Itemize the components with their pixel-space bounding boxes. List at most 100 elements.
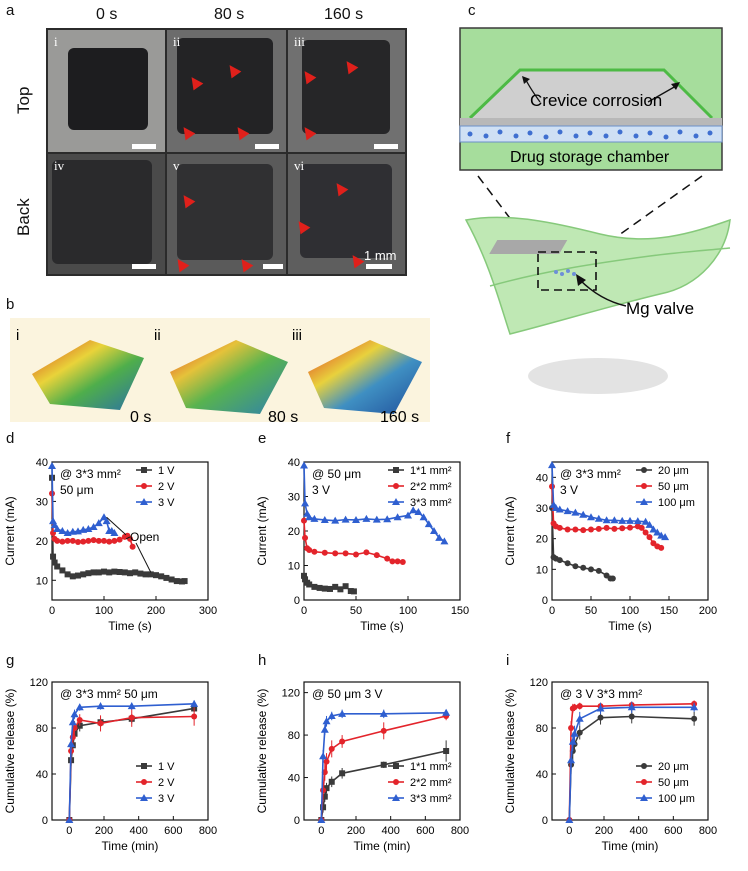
- data-point: [424, 520, 433, 528]
- series-2: [300, 461, 449, 545]
- data-point: [54, 537, 61, 544]
- data-point: [373, 552, 380, 559]
- data-point: [328, 745, 335, 752]
- series-line: [68, 715, 195, 821]
- reservoir-window: [489, 240, 568, 254]
- open-callout: Open: [130, 530, 159, 544]
- profile-surface-ii: [170, 340, 288, 414]
- crevice-region: [470, 70, 712, 118]
- data-point: [102, 517, 111, 525]
- chart-annotation: 50 μm: [60, 483, 94, 497]
- y-tick-label: 40: [536, 769, 548, 781]
- y-tick-label: 0: [42, 815, 48, 827]
- data-point: [323, 785, 330, 792]
- series-0: [318, 740, 450, 823]
- callout-line: [125, 536, 131, 540]
- data-point: [75, 703, 84, 711]
- chart-annotation: @ 3 V 3*3 mm²: [560, 687, 642, 701]
- data-point: [76, 722, 83, 729]
- data-point: [628, 713, 635, 720]
- data-point: [76, 716, 83, 723]
- chart-annotation: @ 3*3 mm²: [60, 467, 121, 481]
- legend-marker: [141, 763, 147, 769]
- legend-marker: [392, 498, 400, 505]
- data-point: [106, 538, 113, 545]
- y-tick-label: 80: [36, 723, 48, 735]
- data-point: [147, 571, 154, 578]
- data-point: [90, 537, 97, 544]
- callout-line: [106, 516, 127, 536]
- data-point: [101, 568, 107, 575]
- data-point: [94, 519, 103, 527]
- data-point: [393, 513, 402, 521]
- data-point: [342, 550, 349, 557]
- legend-label: 3*3 mm²: [410, 793, 452, 805]
- legend-marker: [141, 467, 147, 473]
- series-2: [317, 708, 451, 823]
- data-point: [132, 569, 139, 576]
- data-point: [658, 544, 665, 551]
- chart-i: 0 200 400 600 800 0 40 80 120 Time (min) Cumulativ…: [503, 677, 717, 853]
- legend-label: 100 μm: [658, 497, 695, 509]
- data-point: [602, 516, 611, 524]
- data-point: [96, 702, 105, 710]
- data-point: [70, 710, 79, 718]
- data-point: [627, 524, 633, 531]
- data-point: [579, 510, 588, 518]
- data-point: [610, 516, 619, 524]
- scale-bar: [132, 144, 156, 149]
- data-point: [173, 578, 180, 585]
- data-point: [59, 538, 66, 545]
- data-point: [75, 539, 81, 546]
- legend-label: 2*2 mm²: [410, 481, 452, 493]
- scale-bar: [132, 264, 156, 269]
- data-point: [58, 527, 67, 534]
- data-point: [626, 516, 634, 524]
- data-point: [321, 549, 328, 556]
- panel-label-b: b: [6, 296, 15, 313]
- y-tick-label: 10: [288, 561, 300, 573]
- profile-time-160s: 160 s: [380, 409, 419, 422]
- data-point: [440, 537, 449, 545]
- data-point: [404, 511, 412, 519]
- legend-label: 1*1 mm²: [410, 465, 452, 477]
- x-tick-label: 200: [147, 605, 165, 617]
- data-point: [399, 559, 406, 566]
- x-tick-label: 0: [301, 605, 307, 617]
- data-point: [323, 758, 330, 765]
- series-0: [49, 474, 188, 585]
- legend-marker: [641, 763, 647, 769]
- x-tick-label: 150: [451, 605, 469, 617]
- row-label-back: Back: [14, 198, 33, 236]
- data-point: [69, 573, 76, 580]
- data-point: [588, 566, 594, 573]
- data-point: [332, 550, 339, 557]
- x-tick-label: 50: [350, 605, 362, 617]
- mg-layer: [460, 118, 722, 126]
- data-point: [137, 570, 144, 577]
- y-tick-label: 30: [36, 496, 48, 508]
- panel-label-a: a: [6, 2, 15, 19]
- legend-marker: [641, 467, 647, 473]
- crevice-corrosion-label: Crevice corrosion: [530, 91, 662, 110]
- drug-particles: [467, 129, 713, 140]
- data-point: [49, 517, 58, 525]
- data-point: [50, 553, 57, 560]
- data-point: [75, 572, 81, 579]
- y-tick-label: 0: [294, 815, 300, 827]
- data-point: [80, 538, 87, 545]
- y-tick-label: 20: [288, 526, 300, 538]
- x-tick-label: 600: [664, 825, 682, 837]
- profile-label-iii: iii: [292, 327, 302, 344]
- data-point: [587, 513, 595, 521]
- data-point: [363, 549, 370, 556]
- data-point: [443, 748, 450, 754]
- data-point: [339, 738, 346, 745]
- legend-label: 3 V: [158, 497, 175, 509]
- profile-label-ii: ii: [154, 327, 161, 344]
- data-point: [111, 568, 118, 575]
- scale-bar-label: 1 mm: [364, 248, 397, 263]
- legend-marker: [392, 794, 400, 801]
- micrograph-iv: iv: [48, 154, 165, 274]
- data-point: [302, 534, 309, 541]
